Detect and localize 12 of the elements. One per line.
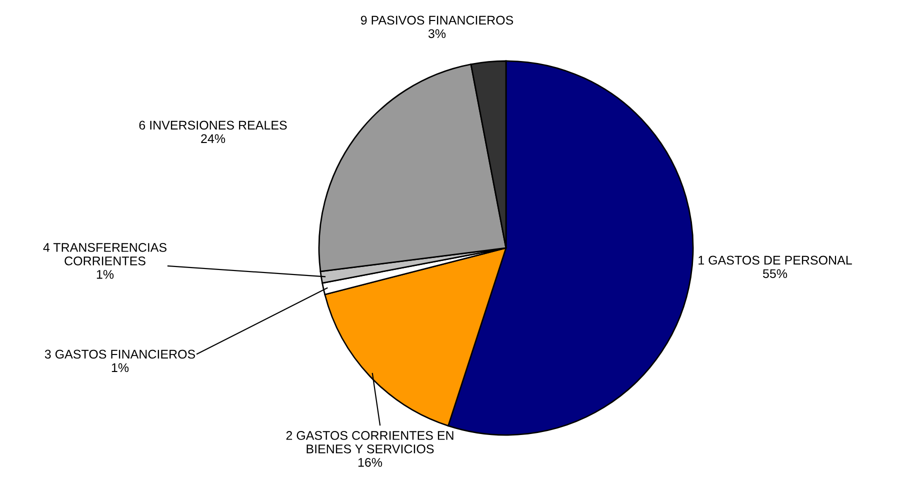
slice-label: 3 GASTOS FINANCIEROS xyxy=(44,350,196,359)
data-label: 3% xyxy=(428,29,446,38)
slice-label: 6 INVERSIONES REALES xyxy=(139,120,287,130)
data-label: 1% xyxy=(112,363,129,372)
slice-label: 2 GASTOS CORRIENTES EN BIENES Y SERVICIOS xyxy=(286,431,454,454)
data-label: 24% xyxy=(201,134,226,144)
slice-label: 1 GASTOS DE PERSONAL xyxy=(698,256,852,265)
slice-label: 9 PASIVOS FINANCIEROS xyxy=(360,16,514,25)
data-label: 16% xyxy=(358,458,382,467)
data-label: 55% xyxy=(762,269,788,278)
slice-label: 4 TRANSFERENCIAS CORRIENTES xyxy=(43,243,166,266)
data-label: 1% xyxy=(96,270,114,279)
